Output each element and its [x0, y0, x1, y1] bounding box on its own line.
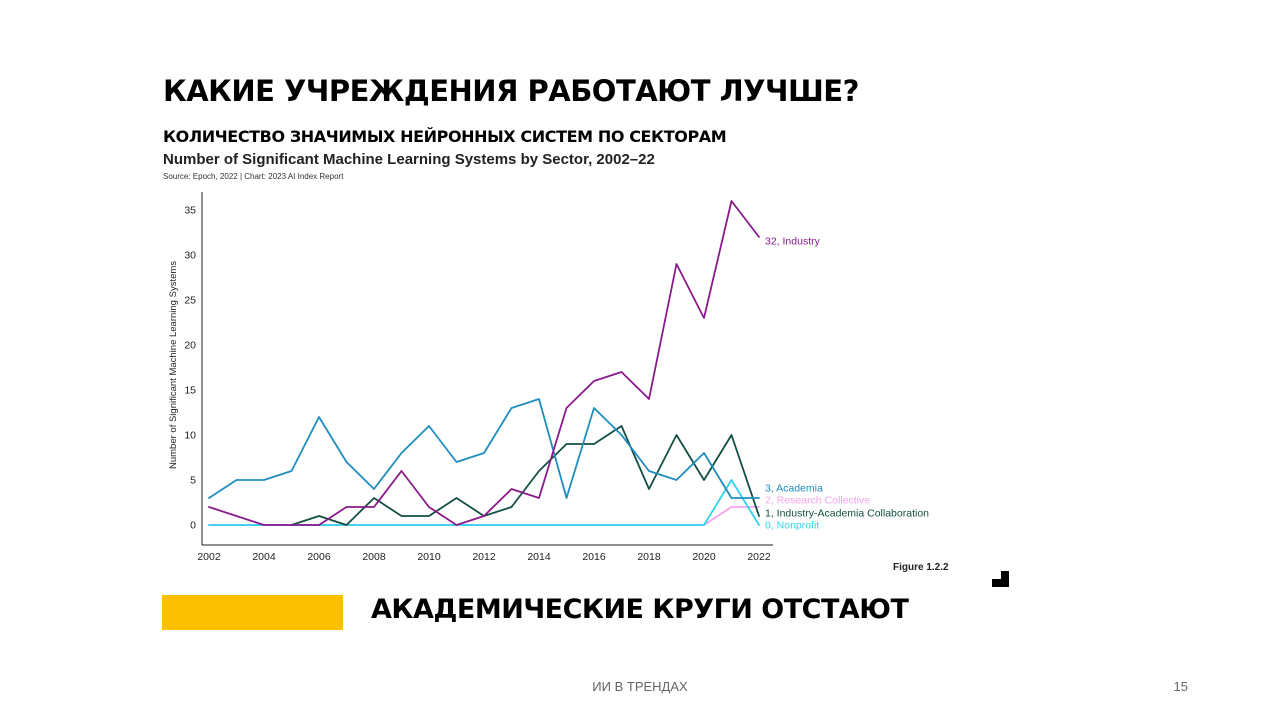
footer-text: ИИ В ТРЕНДАХ [592, 679, 688, 694]
x-tick-label: 2016 [582, 551, 606, 563]
sector-line-chart: Number of Significant Machine Learning S… [168, 192, 929, 563]
slide-headline: КАКИЕ УЧРЕЖДЕНИЯ РАБОТАЮТ ЛУЧШЕ? [163, 74, 859, 108]
page-number: 15 [1173, 679, 1188, 694]
chart-title: Number of Significant Machine Learning S… [163, 151, 655, 168]
y-tick-label: 15 [184, 385, 196, 397]
y-tick-label: 30 [184, 250, 196, 262]
x-tick-label: 2020 [692, 551, 716, 563]
y-axis-ticks: 0 5 10 15 20 25 30 35 [184, 205, 196, 532]
figure-label: Figure 1.2.2 [893, 562, 949, 573]
corner-mark-icon [992, 571, 1009, 587]
accent-bar [162, 595, 343, 630]
series-lines [208, 200, 760, 526]
y-tick-label: 20 [184, 340, 196, 352]
series-end-label: 32, Industry [765, 236, 821, 248]
x-axis-ticks: 2002 2004 2006 2008 2010 2012 2014 2016 2018 2020… [197, 551, 771, 563]
x-tick-label: 2006 [307, 551, 331, 563]
chart-source: Source: Epoch, 2022 | Chart: 2023 AI Ind… [163, 172, 344, 181]
series-end-label: 3, Academia [765, 483, 823, 495]
series-line-industry-academia-collaboration [290, 425, 760, 526]
series-end-label: 2, Research Collective [765, 495, 870, 507]
y-tick-label: 35 [184, 205, 196, 217]
series-end-label: 0, Nonprofit [765, 520, 819, 532]
x-tick-label: 2010 [417, 551, 441, 563]
y-tick-label: 25 [184, 295, 196, 307]
y-axis-title: Number of Significant Machine Learning S… [168, 261, 179, 469]
x-tick-label: 2012 [472, 551, 496, 563]
takeaway-text: АКАДЕМИЧЕСКИЕ КРУГИ ОТСТАЮТ [371, 594, 909, 625]
series-end-label: 1, Industry-Academia Collaboration [765, 508, 929, 520]
series-line-industry [208, 200, 760, 526]
x-tick-label: 2022 [747, 551, 771, 563]
x-tick-label: 2004 [252, 551, 276, 563]
series-line-nonprofit [208, 479, 760, 526]
x-tick-label: 2018 [637, 551, 661, 563]
slide-subheadline: КОЛИЧЕСТВО ЗНАЧИМЫХ НЕЙРОННЫХ СИСТЕМ ПО … [163, 127, 727, 146]
series-line-academia [208, 398, 760, 499]
x-tick-label: 2014 [527, 551, 551, 563]
y-tick-label: 5 [190, 475, 196, 487]
x-tick-label: 2008 [362, 551, 386, 563]
y-tick-label: 0 [190, 520, 196, 532]
y-tick-label: 10 [184, 430, 196, 442]
x-tick-label: 2002 [197, 551, 221, 563]
